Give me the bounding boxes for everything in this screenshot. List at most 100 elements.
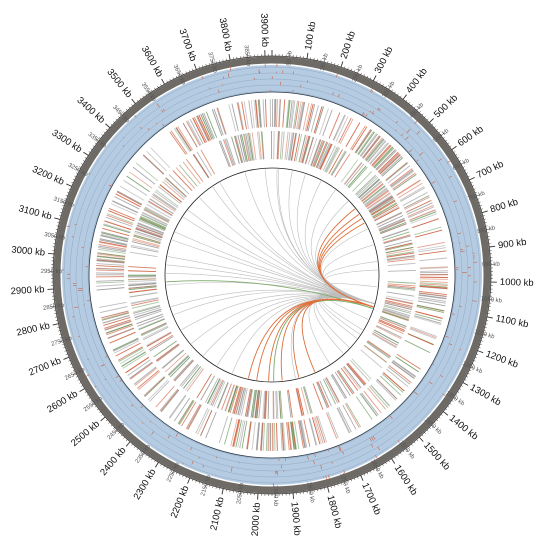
gene-feature — [133, 307, 161, 316]
gene-feature — [288, 132, 294, 161]
coverage-spike — [416, 130, 421, 135]
major-position-label: 200 kb — [339, 30, 358, 61]
gene-feature — [97, 248, 126, 254]
tick-mark — [75, 172, 78, 174]
tick-mark — [81, 163, 84, 165]
coverage-spike — [131, 404, 134, 407]
tick-mark — [334, 63, 336, 66]
gene-feature — [382, 308, 410, 318]
tick-mark — [483, 218, 486, 220]
gene-feature — [346, 402, 361, 428]
gene-feature — [258, 99, 262, 128]
tick-mark — [99, 137, 101, 139]
gene-feature — [131, 241, 160, 249]
coverage-spike — [370, 443, 374, 448]
gene-feature — [144, 207, 170, 222]
coverage-spike — [155, 122, 157, 125]
tick-mark — [47, 252, 55, 255]
gene-feature — [162, 181, 185, 201]
gene-feature — [193, 153, 210, 178]
tick-mark — [467, 175, 470, 178]
gene-feature — [312, 383, 324, 410]
gene-feature — [200, 375, 215, 401]
gene-feature — [391, 170, 415, 188]
gene-feature — [99, 239, 128, 246]
gene-feature — [263, 390, 266, 419]
coverage-spike — [440, 375, 444, 378]
gene-feature — [118, 347, 144, 362]
gene-feature — [373, 204, 398, 219]
gene-feature — [128, 270, 157, 273]
gene-feature — [123, 180, 148, 196]
gene-feature — [278, 99, 282, 128]
gene-feature — [159, 388, 179, 411]
gene-feature — [241, 134, 248, 162]
gene-feature — [154, 191, 178, 209]
gene-feature — [172, 170, 193, 192]
tick-mark — [323, 58, 326, 63]
gene-feature — [298, 420, 304, 449]
gene-feature — [174, 360, 194, 382]
tick-mark — [136, 99, 139, 102]
tick-mark — [82, 160, 85, 162]
tick-mark — [462, 382, 469, 386]
major-position-label: 2500 kb — [69, 419, 102, 449]
gene-feature — [348, 166, 368, 189]
gene-feature — [367, 340, 391, 357]
gene-feature — [132, 166, 156, 185]
gene-feature — [370, 199, 396, 215]
tick-mark — [477, 350, 484, 354]
gene-feature — [113, 338, 139, 352]
gene-feature — [105, 216, 133, 227]
gene-feature — [141, 214, 167, 227]
tick-mark — [105, 123, 111, 129]
gene-feature — [335, 116, 349, 142]
coverage-spike — [379, 110, 381, 112]
coverage-tracks — [61, 63, 482, 487]
coverage-spike — [395, 120, 398, 124]
tick-mark — [467, 372, 470, 375]
gene-feature — [316, 142, 329, 169]
gene-feature — [302, 135, 311, 164]
tick-mark — [353, 477, 356, 480]
tick-mark — [103, 131, 106, 134]
gene-feature — [324, 146, 338, 172]
tick-mark — [483, 330, 486, 332]
coverage-spike — [414, 391, 418, 395]
gene-feature — [396, 179, 421, 196]
coverage-spike — [371, 90, 373, 93]
tick-mark — [52, 323, 59, 326]
gene-feature — [419, 266, 448, 269]
minor-position-label: 1850 kb — [305, 481, 315, 504]
tick-mark — [188, 70, 191, 73]
gene-feature — [402, 192, 428, 206]
coverage-spike — [332, 92, 334, 96]
gene-feature — [409, 209, 436, 221]
gene-feature — [152, 194, 176, 211]
gene-feature — [415, 310, 443, 319]
gene-feature — [251, 132, 257, 161]
gene-feature — [360, 181, 383, 201]
gene-feature — [324, 378, 339, 404]
major-position-label: 3000 kb — [11, 244, 46, 258]
gene-feature — [386, 251, 415, 257]
coverage-spike — [371, 111, 374, 114]
gene-feature — [286, 99, 290, 128]
gene-feature — [255, 390, 260, 419]
gene-feature — [290, 421, 295, 450]
coverage-spike — [100, 364, 105, 367]
tick-mark — [451, 145, 457, 151]
gene-feature — [101, 231, 129, 240]
gene-feature — [281, 422, 284, 451]
coverage-spike — [428, 381, 433, 385]
gene-feature — [419, 285, 448, 289]
gene-feature — [246, 133, 253, 161]
tick-mark — [123, 436, 125, 439]
tick-mark — [478, 347, 481, 349]
gene-feature — [248, 132, 254, 161]
minor-position-label: 850 kb — [477, 225, 497, 235]
gene-feature — [204, 377, 219, 403]
major-position-label: 3900 kb — [258, 13, 270, 47]
tick-mark — [105, 128, 108, 131]
gene-feature — [233, 386, 242, 414]
